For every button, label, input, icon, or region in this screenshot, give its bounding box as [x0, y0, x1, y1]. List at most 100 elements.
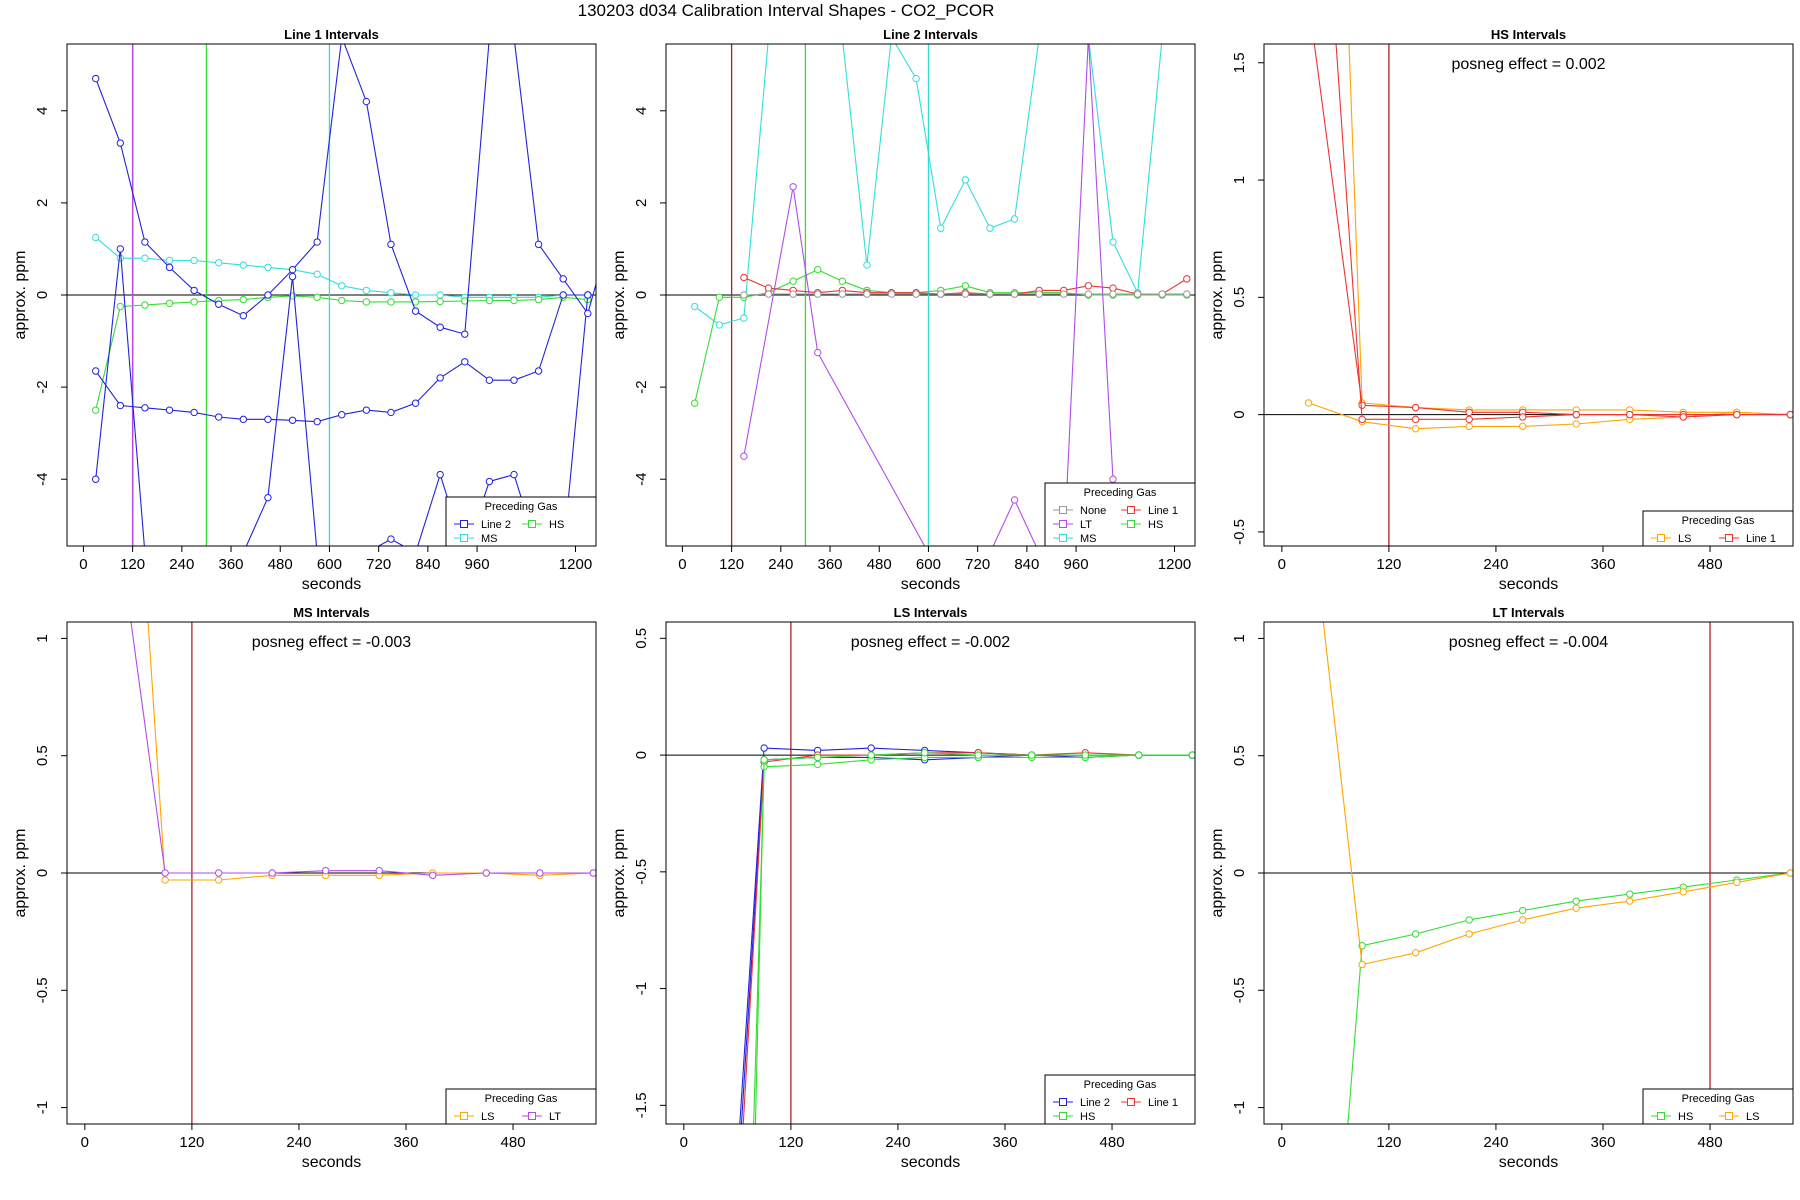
x-tick-label: 240 — [169, 556, 194, 573]
data-point — [190, 408, 198, 417]
legend-title: Preceding Gas — [1084, 1079, 1157, 1091]
legend-title: Preceding Gas — [485, 1093, 558, 1105]
data-point — [1134, 550, 1140, 556]
data-point — [1786, 869, 1793, 877]
data-point — [510, 296, 518, 305]
y-tick-label: -1 — [1231, 1101, 1248, 1114]
y-axis-label: approx. ppm — [1209, 829, 1226, 918]
legend-entry: LT — [549, 1111, 561, 1123]
data-point — [362, 286, 371, 295]
y-tick-label: 0 — [633, 751, 650, 759]
data-point — [1010, 290, 1019, 298]
data-point — [1035, 290, 1043, 298]
data-point — [559, 291, 567, 299]
data-point — [338, 411, 346, 419]
data-point — [485, 296, 494, 305]
data-point — [92, 233, 100, 242]
x-tick-label: 360 — [219, 556, 244, 573]
data-point — [1519, 906, 1527, 915]
data-point — [736, 1130, 742, 1136]
x-tick-label: 600 — [317, 556, 342, 573]
legend-entry: Line 1 — [1148, 1097, 1178, 1109]
legend-entry: LS — [1678, 533, 1691, 545]
data-point — [863, 261, 871, 269]
data-point — [1028, 751, 1036, 759]
data-point — [740, 273, 748, 282]
data-point — [1133, 290, 1142, 298]
data-point — [937, 224, 945, 232]
data-point — [589, 869, 596, 877]
x-tick-label: 0 — [81, 1134, 89, 1151]
legend-entry: HS — [1678, 1111, 1693, 1123]
chart-panel: HS Intervals 0 120 240 360 480 -0.5 0 0.5 1 1.5 sec… — [1209, 27, 1794, 593]
data-point — [190, 286, 198, 295]
y-tick-label: 1 — [1231, 634, 1248, 642]
x-tick-label: 0 — [1278, 556, 1286, 573]
data-point — [362, 406, 371, 414]
data-point — [411, 307, 420, 315]
legend-swatch-marker — [1059, 1098, 1067, 1106]
data-point — [1465, 930, 1473, 938]
data-point — [839, 34, 845, 40]
data-point — [1158, 290, 1166, 298]
data-point — [239, 295, 248, 304]
x-tick-label: 120 — [778, 1134, 803, 1151]
data-point — [214, 876, 223, 884]
figure-supertitle: 130203 d034 Calibration Interval Shapes … — [577, 1, 995, 20]
data-point — [921, 749, 929, 757]
data-point — [764, 290, 773, 298]
data-point — [1572, 904, 1580, 912]
series-line — [95, 44, 596, 335]
data-point — [1135, 751, 1143, 759]
x-tick-label: 720 — [965, 556, 990, 573]
data-point — [161, 869, 169, 877]
data-point — [1465, 422, 1473, 431]
data-point — [486, 34, 492, 40]
data-point — [322, 866, 330, 875]
x-axis-label: seconds — [302, 1154, 362, 1171]
legend-swatch-marker — [1059, 1112, 1067, 1120]
data-point — [1010, 215, 1019, 223]
legend-swatch-marker — [1657, 534, 1665, 542]
data-point — [1332, 31, 1338, 37]
data-point — [986, 290, 994, 298]
data-point — [165, 256, 174, 265]
chart-title: Line 2 Intervals — [883, 27, 978, 42]
y-tick-label: 0 — [1231, 869, 1248, 877]
legend-entry: HS — [1148, 519, 1163, 531]
data-point — [584, 309, 592, 318]
x-axis-label: seconds — [901, 1154, 961, 1171]
data-point — [1572, 897, 1580, 905]
series-line — [1347, 872, 1791, 1124]
posneg-annotation: posneg effect = -0.003 — [252, 634, 411, 651]
data-point — [536, 869, 544, 877]
legend-entry: LS — [481, 1111, 494, 1123]
data-point — [740, 314, 748, 322]
data-point — [1411, 403, 1420, 412]
x-tick-label: 480 — [867, 556, 892, 573]
series-line — [95, 294, 588, 423]
legend-swatch-marker — [1127, 520, 1135, 528]
data-point — [1733, 878, 1741, 887]
legend-swatch-marker — [528, 520, 536, 528]
data-point — [1109, 284, 1117, 292]
plot-area — [666, 622, 1195, 1136]
chart-title: Line 1 Intervals — [284, 27, 379, 42]
data-point — [92, 475, 100, 483]
x-tick-label: 840 — [415, 556, 440, 573]
legend: Preceding Gas LS Line 1 — [1642, 510, 1794, 547]
data-point — [387, 408, 395, 417]
y-tick-label: 1.5 — [1231, 52, 1248, 73]
data-point — [215, 300, 223, 308]
x-tick-label: 480 — [268, 556, 293, 573]
x-tick-label: 240 — [1483, 556, 1508, 573]
data-point — [986, 224, 994, 232]
data-point — [141, 301, 149, 309]
data-point — [1411, 415, 1420, 424]
x-tick-label: 1200 — [1158, 556, 1191, 573]
y-axis-label: approx. ppm — [1209, 251, 1226, 340]
y-tick-label: 0.5 — [633, 628, 650, 649]
series-line — [95, 248, 589, 546]
plot-area — [666, 34, 1195, 556]
y-tick-label: 2 — [633, 199, 650, 207]
